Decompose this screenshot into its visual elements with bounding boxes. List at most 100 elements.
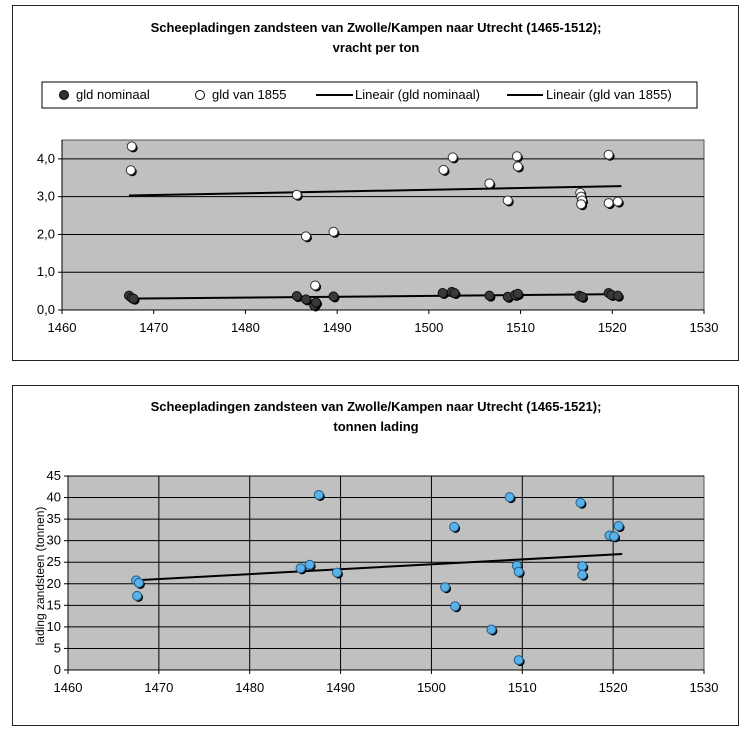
data-point	[450, 601, 461, 612]
tonnage-chart-svg: Scheepladingen zandsteen van Zwolle/Kamp…	[33, 399, 719, 695]
x-tick-label: 1500	[414, 320, 443, 335]
data-point	[132, 590, 143, 601]
y-tick-label: 3,0	[37, 189, 55, 204]
data-point-open	[328, 226, 339, 237]
plot-area	[61, 139, 705, 311]
plot-area	[67, 475, 705, 671]
data-point-open	[576, 199, 587, 210]
y-tick-label: 5	[54, 640, 61, 655]
y-tick-label: 4,0	[37, 151, 55, 166]
x-tick-label: 1510	[506, 320, 535, 335]
data-point	[449, 521, 460, 532]
legend-label-lineair-nominaal: Lineair (gld nominaal)	[355, 87, 480, 102]
data-point-filled	[128, 293, 139, 304]
data-point	[313, 489, 324, 500]
data-point-open	[603, 198, 614, 209]
data-point-open	[126, 141, 137, 152]
data-point	[304, 559, 315, 570]
x-tick-label: 1530	[690, 680, 719, 695]
y-tick-label: 20	[47, 576, 61, 591]
data-point-open	[603, 149, 614, 160]
data-point-filled	[300, 294, 311, 305]
trendline	[128, 185, 622, 197]
gridlines	[62, 158, 704, 273]
axes: 0,0 1,0 2,0 3,0 4,0 1460 1470 1480 1490 1500 1510 1…	[37, 140, 719, 335]
y-tick-label: 2,0	[37, 226, 55, 241]
data-point-open	[438, 164, 449, 175]
x-tick-label: 1490	[326, 680, 355, 695]
legend-label-gld-nominaal: gld nominaal	[76, 87, 150, 102]
x-tick-label: 1510	[508, 680, 537, 695]
data-point-filled	[577, 291, 588, 302]
data-point-filled	[437, 288, 448, 298]
chart-title: Scheepladingen zandsteen van Zwolle/Kamp…	[151, 20, 602, 35]
x-tick-label: 1530	[690, 320, 719, 335]
chart-subtitle: tonnen lading	[333, 419, 418, 434]
legend-label-gld-van-1855: gld van 1855	[212, 87, 286, 102]
data-point-open	[502, 195, 513, 206]
data-point-open	[447, 152, 458, 163]
y-tick-label: 25	[47, 554, 61, 569]
y-tick-label: 40	[47, 490, 61, 505]
y-tick-label: 35	[47, 511, 61, 526]
data-point-open	[291, 189, 302, 200]
legend-label-lineair-1855: Lineair (gld van 1855)	[546, 87, 672, 102]
data-point-open	[511, 151, 522, 162]
data-marks	[131, 489, 625, 667]
x-tick-label: 1460	[54, 680, 83, 695]
data-point-filled	[328, 291, 339, 302]
y-tick-label: 30	[47, 533, 61, 548]
data-point	[609, 531, 620, 542]
y-tick-label: 0,0	[37, 302, 55, 317]
data-point-open	[612, 196, 623, 207]
data-point	[486, 624, 497, 635]
x-tick-label: 1520	[599, 680, 628, 695]
y-tick-label: 45	[47, 468, 61, 483]
y-tick-label: 0	[54, 662, 61, 677]
x-tick-label: 1460	[48, 320, 77, 335]
data-point-filled	[291, 291, 302, 302]
data-point	[440, 582, 451, 593]
x-tick-label: 1470	[144, 680, 173, 695]
x-tick-label: 1480	[231, 320, 260, 335]
data-point-open	[125, 165, 136, 176]
data-point	[513, 655, 524, 666]
x-tick-label: 1490	[323, 320, 352, 335]
chart-subtitle: vracht per ton	[333, 40, 420, 55]
freight-chart-svg: Scheepladingen zandsteen van Zwolle/Kamp…	[37, 20, 719, 335]
data-point	[504, 492, 515, 503]
y-tick-label: 15	[47, 597, 61, 612]
legend: gld nominaal gld van 1855 Lineair (gld n…	[41, 81, 698, 109]
y-tick-label: 10	[47, 619, 61, 634]
chart-title: Scheepladingen zandsteen van Zwolle/Kamp…	[151, 399, 602, 414]
x-tick-label: 1500	[417, 680, 446, 695]
chart-panel-freight: Scheepladingen zandsteen van Zwolle/Kamp…	[12, 5, 739, 361]
data-point	[133, 577, 144, 588]
x-tick-label: 1520	[598, 320, 627, 335]
data-point-open	[300, 231, 311, 242]
data-point-filled	[512, 288, 523, 299]
data-point	[577, 569, 588, 580]
data-point	[513, 566, 524, 577]
trendline	[128, 293, 622, 300]
data-point-open	[512, 161, 523, 172]
data-point	[577, 561, 588, 572]
data-point	[331, 567, 342, 578]
data-point	[295, 563, 306, 574]
data-point-open	[484, 178, 495, 189]
y-tick-label: 1,0	[37, 264, 55, 279]
data-point-filled	[449, 288, 460, 298]
data-point-filled	[311, 297, 322, 308]
trendline	[134, 553, 623, 582]
data-point-open	[310, 280, 321, 291]
y-axis-label: lading zandsteen (tonnen)	[33, 507, 47, 646]
x-tick-label: 1470	[139, 320, 168, 335]
filled-circle-icon	[59, 90, 69, 100]
data-point	[613, 521, 624, 532]
x-tick-label: 1480	[235, 680, 264, 695]
chart-panel-tonnage: Scheepladingen zandsteen van Zwolle/Kamp…	[12, 385, 739, 726]
data-marks	[123, 141, 624, 312]
gridlines	[68, 475, 704, 670]
data-point	[575, 497, 586, 508]
